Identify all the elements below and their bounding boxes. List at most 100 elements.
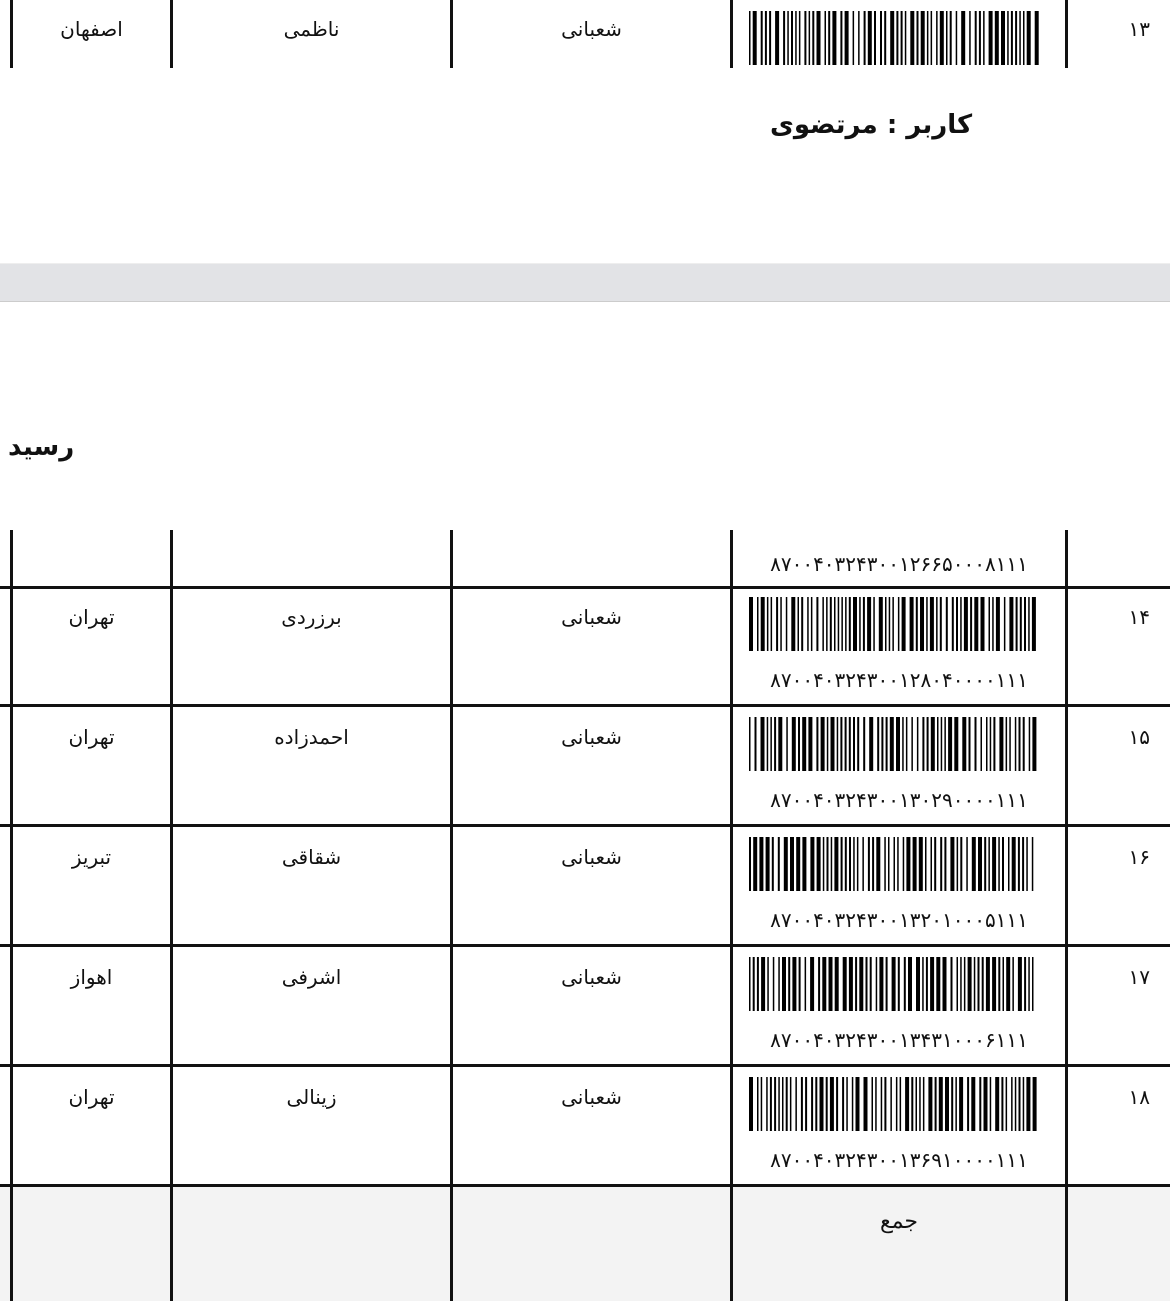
barcode-bar	[775, 11, 780, 65]
barcode-bar	[889, 717, 894, 771]
name-cell: احمدزاده	[170, 707, 450, 824]
barcode-bar	[981, 957, 984, 1011]
barcode-bar	[1028, 957, 1030, 1011]
barcode-bar	[791, 597, 796, 651]
barcode-bar	[802, 717, 807, 771]
barcode-bar	[938, 1077, 943, 1131]
barcode-bar	[844, 11, 849, 65]
receipt-title: رسید	[8, 432, 75, 462]
barcode-bar	[873, 597, 875, 651]
barcode-bar	[795, 11, 797, 65]
number-cell	[1065, 1187, 1170, 1301]
name-text: احمدزاده	[274, 725, 349, 749]
barcode-bar	[796, 837, 801, 891]
barcode-bar	[859, 957, 864, 1011]
barcode-bar	[892, 597, 894, 651]
sender-cell: شعبانی	[450, 0, 730, 68]
barcode-bar	[769, 1077, 772, 1131]
name-text: ناظمی	[283, 17, 340, 41]
barcode-bar	[802, 837, 807, 891]
barcode-bar	[925, 957, 928, 1011]
barcode-bar	[983, 1077, 988, 1131]
table-row: تهران زینالی شعبانی ۸۷۰۰۴۰۳۲۴۳۰۰۱۳۶۹۱۰۰۰…	[0, 1067, 1170, 1187]
name-cell: اشرفی	[170, 947, 450, 1064]
barcode-bar	[955, 11, 958, 65]
barcode-bar	[759, 837, 764, 891]
barcode-bar	[897, 957, 900, 1011]
barcode-bar	[753, 837, 758, 891]
barcode-bar	[824, 11, 826, 65]
barcode-bar	[986, 717, 988, 771]
barcode-bar	[783, 11, 786, 65]
barcode-bar	[1011, 1077, 1013, 1131]
barcode-bar	[1034, 11, 1039, 65]
barcode-bar	[994, 11, 999, 65]
sender-text: شعبانی	[561, 965, 622, 989]
city-cell: تهران	[10, 707, 170, 824]
barcode-bar	[840, 717, 843, 771]
barcode-bar	[846, 1077, 848, 1131]
sender-cell: شعبانی	[450, 947, 730, 1064]
barcode-bar	[805, 1077, 808, 1131]
barcode-bar	[844, 717, 847, 771]
barcode-bar	[897, 837, 899, 891]
barcode-bar	[822, 597, 824, 651]
barcode-bar	[888, 597, 891, 651]
barcode-bar	[940, 717, 943, 771]
barcode-bar	[858, 11, 860, 65]
barcode-bar	[777, 837, 780, 891]
barcode-bar	[1032, 717, 1037, 771]
barcode-bar	[879, 957, 884, 1011]
barcode-bar	[893, 837, 895, 891]
barcode-bar	[1018, 1077, 1021, 1131]
barcode-image	[749, 597, 1036, 651]
number-cell: ۱۷	[1065, 947, 1170, 1064]
barcode-cell	[730, 0, 1065, 68]
barcode-bar	[876, 837, 881, 891]
barcode-bar	[760, 597, 765, 651]
barcode-bar	[791, 11, 793, 65]
barcode-bar	[760, 717, 765, 771]
barcode-bar	[862, 597, 865, 651]
sender-cell: شعبانی	[450, 587, 730, 704]
city-cell: تهران	[10, 1067, 170, 1184]
barcode-bar	[936, 11, 938, 65]
barcode-bar	[761, 957, 766, 1011]
barcode-bar	[822, 837, 825, 891]
barcode-bar	[869, 957, 872, 1011]
barcode-bar	[922, 717, 925, 771]
barcode-bar	[950, 957, 953, 1011]
barcode-bar	[936, 957, 941, 1011]
barcode-number: ۸۷۰۰۴۰۳۲۴۳۰۰۱۳۲۰۱۰۰۰۵۱۱۱	[770, 908, 1028, 932]
barcode-bar	[956, 597, 958, 651]
barcode-bar	[812, 11, 815, 65]
barcode-bar	[830, 717, 835, 771]
barcode-number: ۸۷۰۰۴۰۳۲۴۳۰۰۱۳۰۲۹۰۰۰۰۱۱۱	[770, 788, 1028, 812]
barcode-bar	[780, 597, 782, 651]
barcode-bar	[942, 957, 947, 1011]
barcode-bar	[782, 1077, 784, 1131]
barcode-bar	[1014, 1077, 1017, 1131]
barcode-bar	[956, 837, 959, 891]
barcode-bar	[828, 957, 833, 1011]
total-cell: جمع	[730, 1187, 1065, 1301]
barcode-cell: ۸۷۰۰۴۰۳۲۴۳۰۰۱۳۶۹۱۰۰۰۰۱۱۱	[730, 1067, 1065, 1184]
barcode-bar	[946, 11, 948, 65]
barcode-bar	[1014, 717, 1017, 771]
barcode-bar	[829, 1077, 834, 1131]
table-row: تهران احمدزاده شعبانی ۸۷۰۰۴۰۳۲۴۳۰۰۱۳۰۲۹۰…	[0, 707, 1170, 827]
barcode-bar	[1032, 957, 1034, 1011]
city-cell: اصفهان	[10, 0, 170, 68]
barcode-bar	[939, 11, 944, 65]
barcode-bar	[925, 837, 927, 891]
barcode-bar	[757, 597, 759, 651]
barcode-bar	[791, 717, 796, 771]
barcode-bar	[945, 1077, 949, 1131]
barcode-bar	[1010, 11, 1013, 65]
barcode-bar	[1026, 1077, 1031, 1131]
barcode-bar	[776, 597, 779, 651]
barcode-bar	[845, 597, 847, 651]
barcode-bar	[749, 11, 751, 65]
sender-cell	[450, 1187, 730, 1301]
barcode-bar	[1022, 717, 1025, 771]
